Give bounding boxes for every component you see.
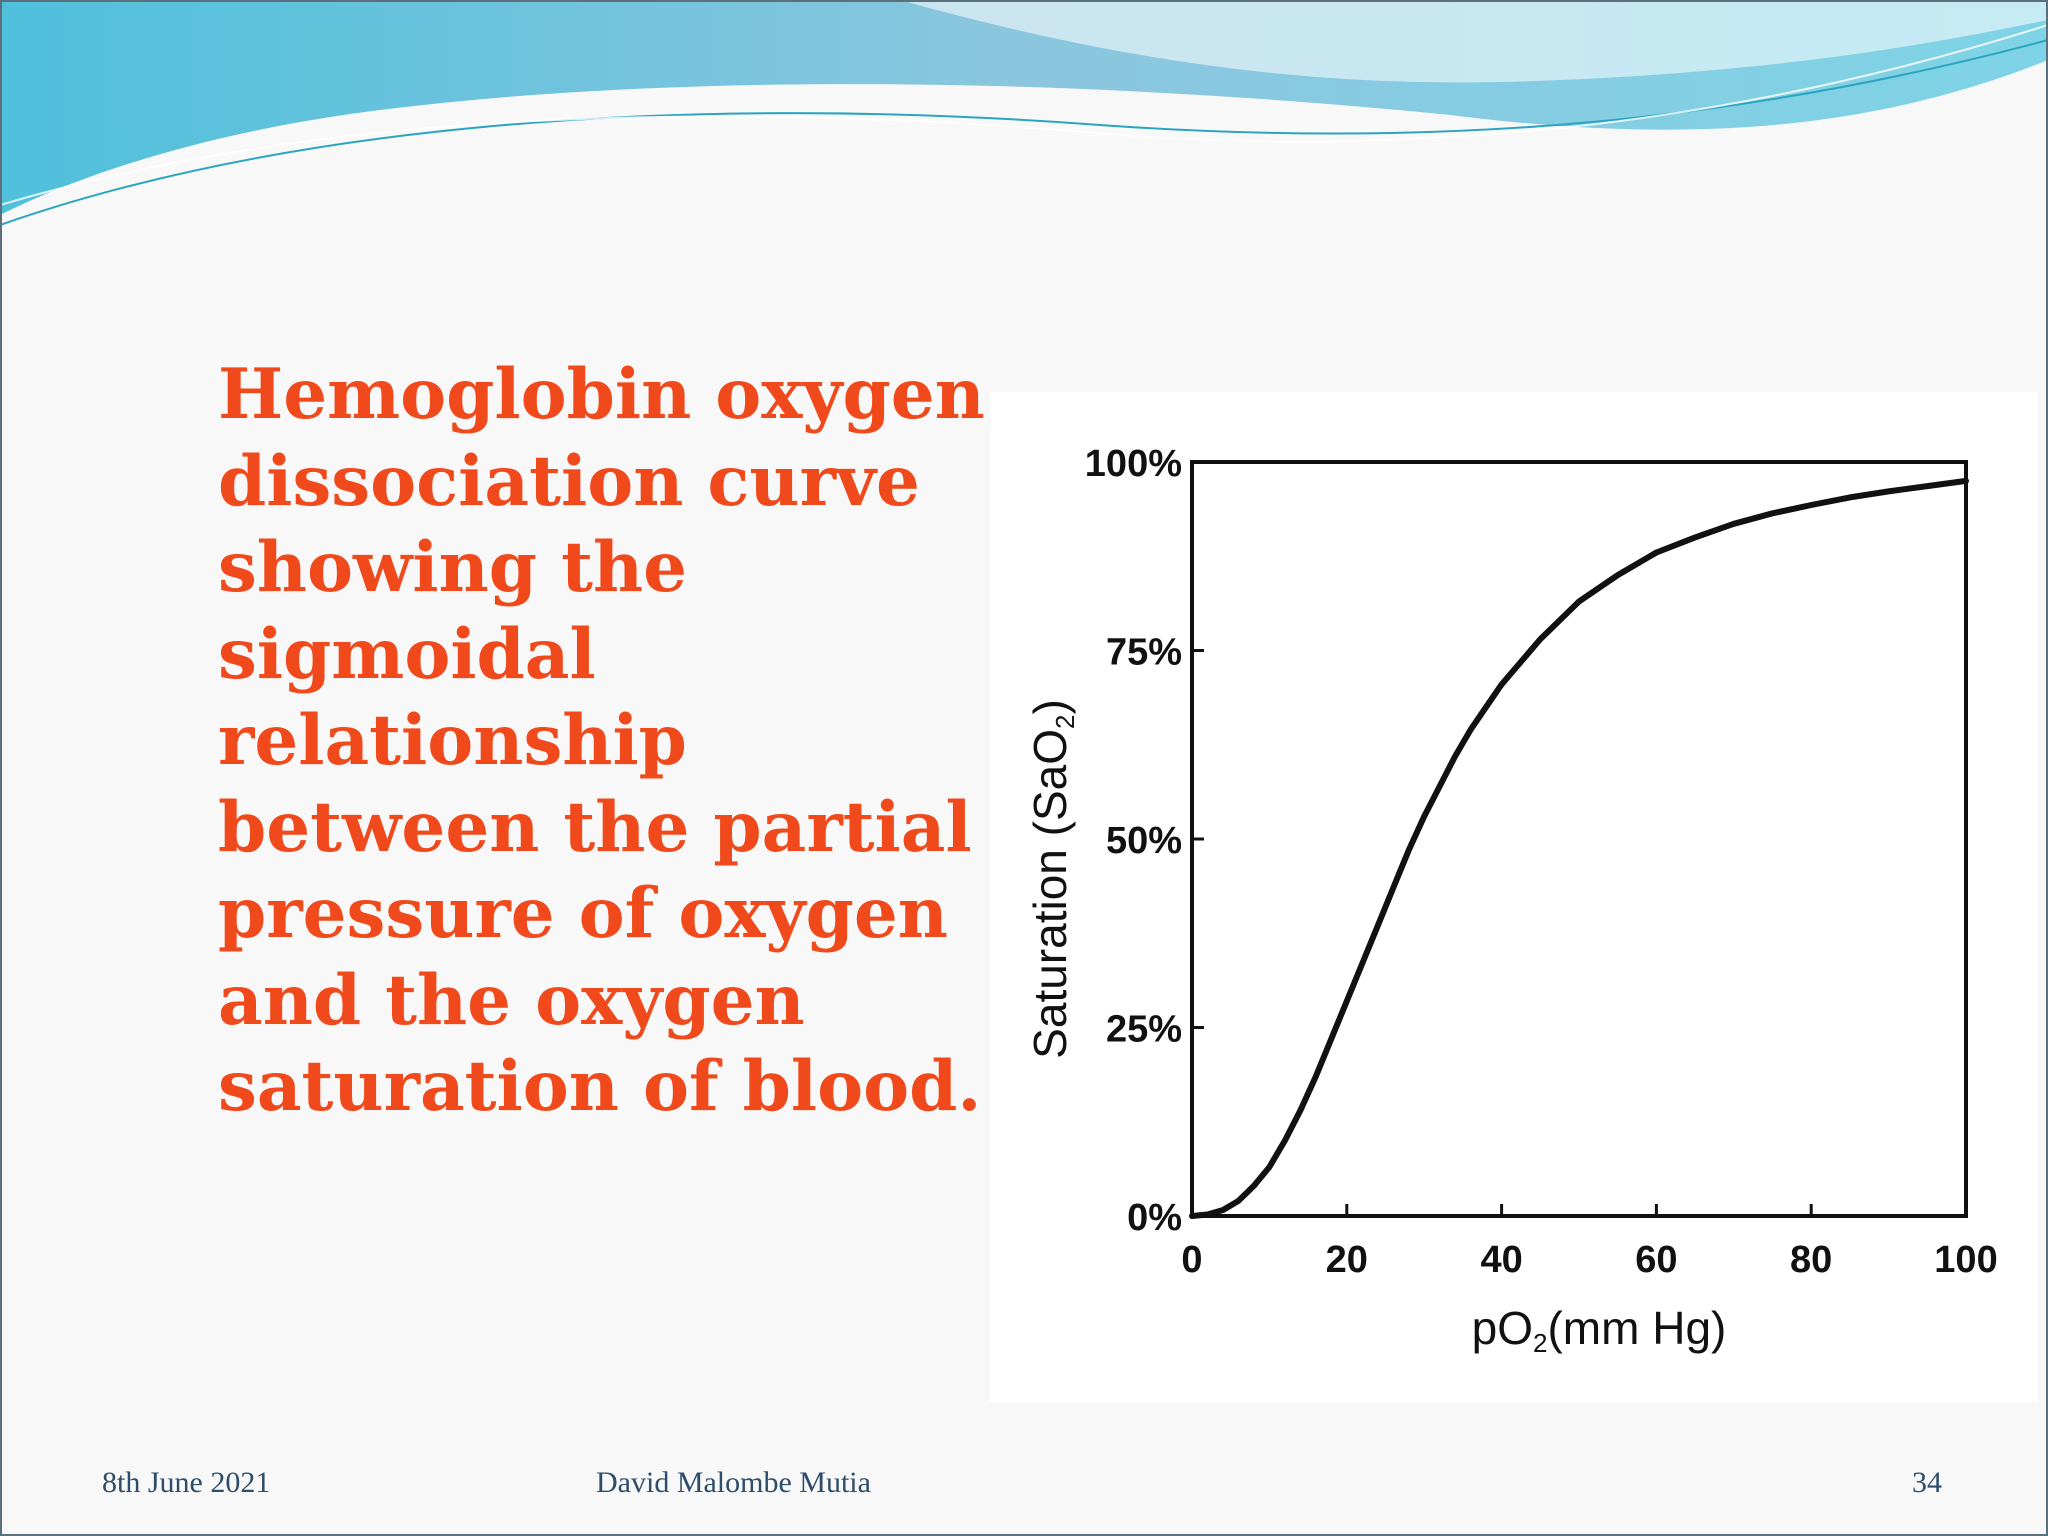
y-tick-label: 75% xyxy=(1106,632,1182,674)
chart-panel: 0 20 40 60 80 100 0% 25% 50% 75% 100% pO2(mm Hg) S… xyxy=(990,392,2038,1402)
plot-area-frame xyxy=(1190,460,1968,1218)
x-tick-label: 80 xyxy=(1790,1239,1832,1281)
footer-author: David Malombe Mutia xyxy=(596,1466,871,1499)
x-axis-label-main: pO xyxy=(1472,1302,1533,1354)
slide-caption: Hemoglobin oxygen dissociation curve sho… xyxy=(218,354,985,1127)
x-tick-label: 0 xyxy=(1181,1239,1202,1281)
saturation-curve xyxy=(1189,477,1969,1219)
x-axis-label-unit: (mm Hg) xyxy=(1547,1302,1726,1354)
y-tick-label: 0% xyxy=(1127,1197,1182,1239)
y-axis-label-close: ) xyxy=(1024,699,1076,714)
header-wave-decoration xyxy=(0,0,2048,226)
y-tick-label: 100% xyxy=(1085,443,1182,485)
y-tick-label: 25% xyxy=(1106,1009,1182,1051)
y-tick-label: 50% xyxy=(1106,820,1182,862)
x-tick-label: 100 xyxy=(1934,1239,1997,1281)
y-axis-label-subscript: 2 xyxy=(1050,715,1080,729)
x-tick-label: 20 xyxy=(1326,1239,1368,1281)
footer-page-number: 34 xyxy=(1912,1466,1942,1499)
x-tick-label: 40 xyxy=(1480,1239,1522,1281)
y-axis-label-main: Saturation (SaO xyxy=(1024,729,1076,1059)
tick-group xyxy=(1190,460,1968,1218)
x-axis-label-subscript: 2 xyxy=(1533,1328,1547,1358)
x-axis-label: pO2(mm Hg) xyxy=(1472,1302,1727,1358)
y-axis-label: Saturation (SaO2) xyxy=(1024,699,1080,1059)
footer-date: 8th June 2021 xyxy=(102,1466,271,1499)
tick-label-group: 0 20 40 60 80 100 0% 25% 50% 75% 100% xyxy=(1085,443,1998,1281)
x-tick-label: 60 xyxy=(1635,1239,1677,1281)
